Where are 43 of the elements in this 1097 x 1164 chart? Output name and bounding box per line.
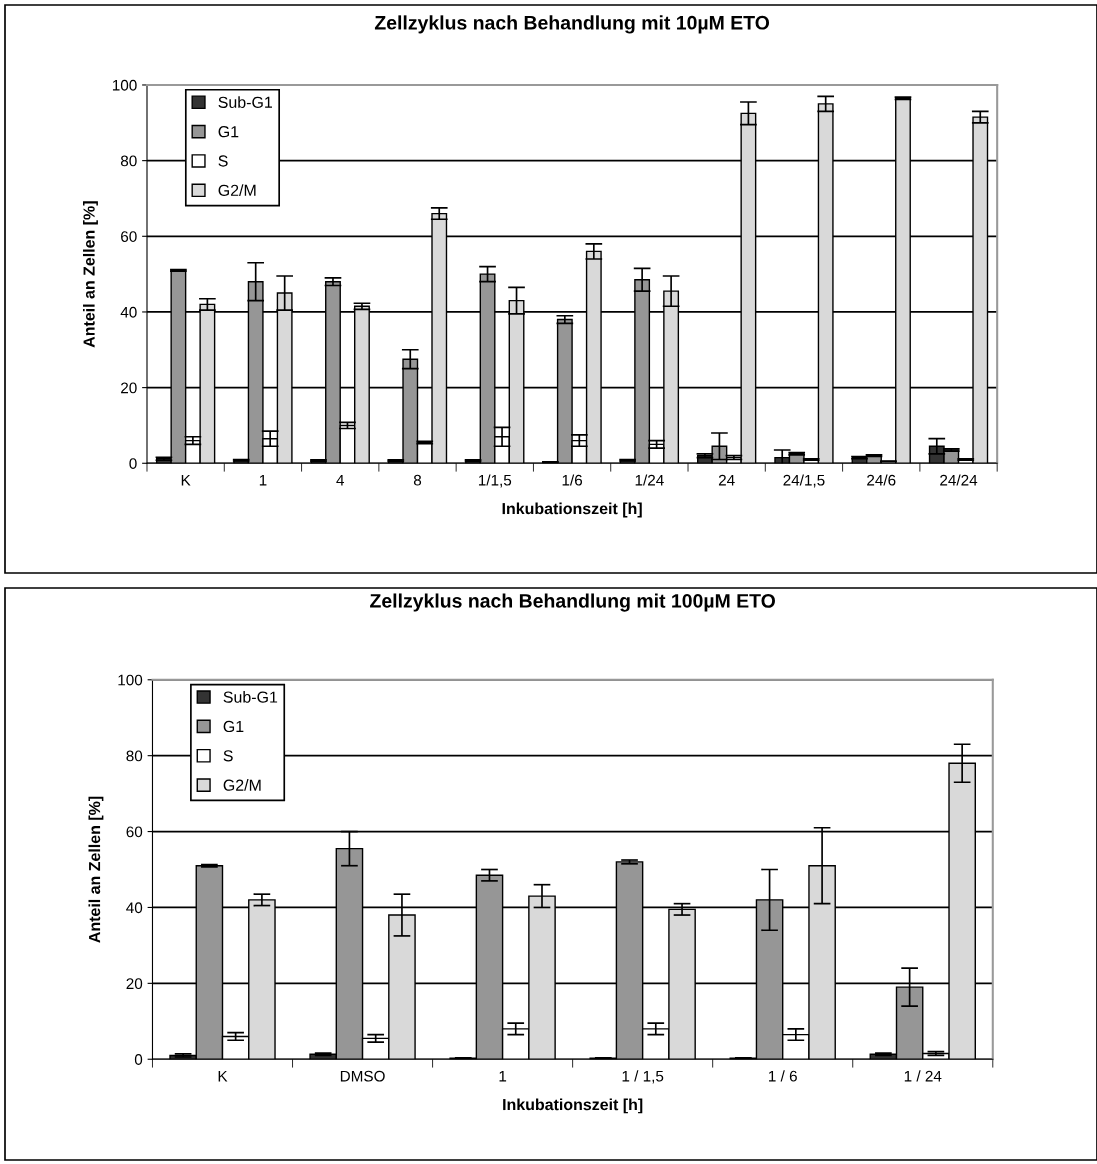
legend-label: G1 (223, 720, 244, 733)
x-axis-title: Inkubationszeit [h] (503, 1098, 643, 1114)
y-axis-title: Anteil an Zellen [%] (88, 796, 104, 943)
x-axis-title: Inkubationszeit [h] (502, 502, 642, 518)
y-axis-title: Anteil an Zellen [%] (83, 201, 98, 348)
y-tick-label: 20 (126, 978, 143, 990)
y-tick-label: 100 (112, 79, 137, 91)
chart-title: Zellzyklus nach Behandlung mit 10µM ETO (374, 15, 770, 34)
y-tick-label: 0 (129, 458, 137, 469)
x-tick-label: 24 (718, 474, 735, 486)
legend-label: Sub-G1 (218, 96, 273, 108)
x-tick-label: DMSO (340, 1070, 385, 1082)
y-tick-label: 40 (120, 306, 137, 318)
x-tick-label: 1/24 (635, 474, 664, 486)
legend-label: S (223, 750, 233, 762)
y-tick-label: 0 (134, 1054, 143, 1065)
y-tick-label: 60 (121, 231, 137, 242)
x-tick-label: 8 (413, 474, 422, 486)
x-tick-label: 1 / 24 (904, 1070, 942, 1082)
x-tick-label: 1 / 1,5 (622, 1070, 664, 1084)
legend-label: G2/M (223, 779, 261, 791)
x-tick-label: 4 (336, 474, 345, 486)
x-tick-label: K (218, 1070, 228, 1082)
y-tick-label: 100 (118, 674, 143, 686)
x-tick-label: 1/6 (562, 474, 583, 486)
y-tick-label: 80 (120, 155, 137, 167)
x-tick-label: K (181, 474, 191, 486)
y-tick-label: 80 (126, 750, 143, 762)
x-tick-label: 1 (259, 474, 267, 486)
y-tick-label: 60 (126, 826, 143, 838)
legend-label: S (218, 155, 228, 167)
chart-title: Zellzyklus nach Behandlung mit 100µM ETO (370, 593, 775, 612)
x-tick-label: 24/24 (940, 474, 978, 486)
y-tick-label: 40 (126, 902, 143, 914)
x-tick-label: 1 (499, 1070, 507, 1082)
legend-label: G2/M (218, 184, 256, 197)
x-tick-label: 1/1,5 (478, 474, 512, 488)
x-tick-label: 24/6 (867, 474, 896, 486)
y-tick-label: 20 (121, 382, 137, 394)
legend-label: Sub-G1 (223, 691, 278, 703)
legend-label: G1 (218, 126, 239, 138)
x-tick-label: 24/1,5 (783, 474, 825, 488)
x-tick-label: 1 / 6 (769, 1070, 797, 1082)
